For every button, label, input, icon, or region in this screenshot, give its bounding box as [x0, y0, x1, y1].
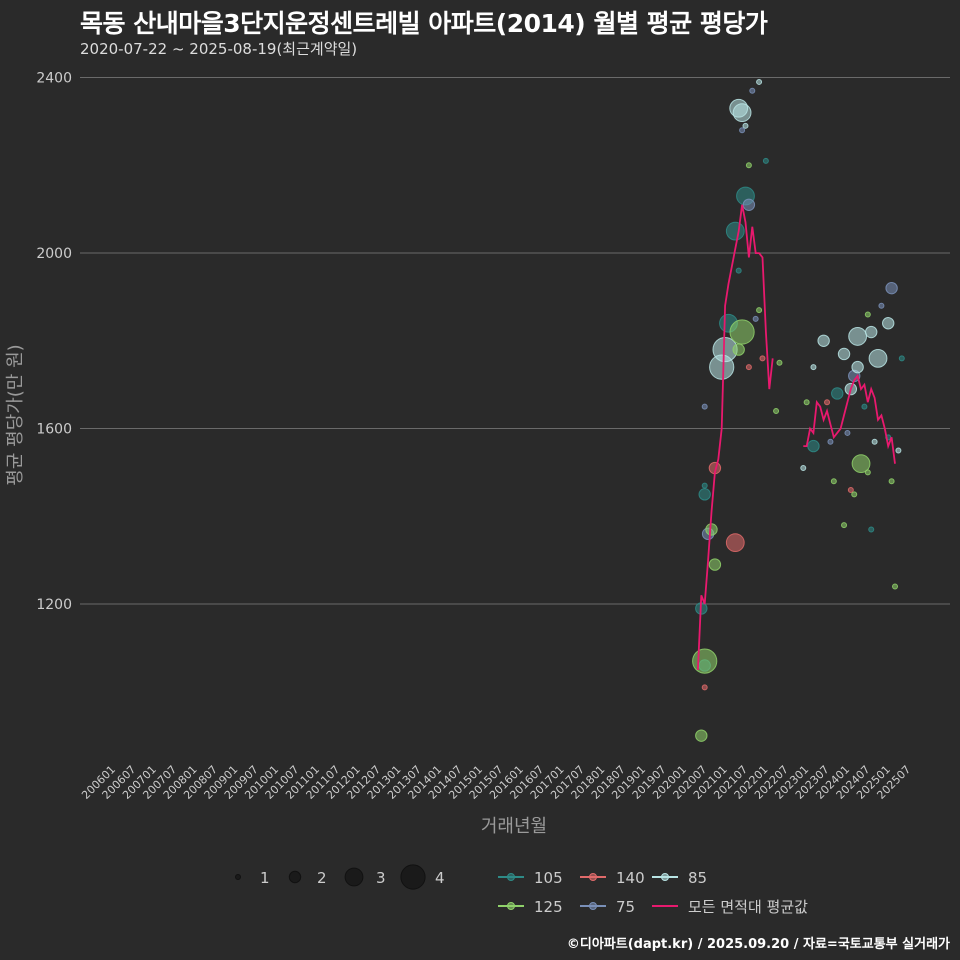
series-legend-label: 125: [534, 898, 563, 916]
data-point: [762, 157, 769, 164]
size-legend-label: 3: [376, 869, 386, 887]
data-point: [705, 523, 718, 536]
data-point: [749, 87, 756, 94]
x-axis-label: 거래년월: [480, 816, 548, 837]
data-point: [865, 325, 878, 339]
chart-subtitle: 2020-07-22 ~ 2025-08-19(최근계약일): [80, 40, 358, 58]
data-point: [851, 454, 871, 474]
data-point: [800, 465, 807, 472]
y-tick-label: 1200: [36, 597, 72, 613]
data-point: [864, 311, 871, 318]
data-point: [851, 360, 864, 374]
data-point: [745, 162, 752, 169]
data-point: [698, 488, 711, 501]
size-legend-key: [288, 870, 302, 884]
data-point: [701, 684, 708, 691]
data-point: [851, 491, 858, 498]
series-legend-label: 모든 면적대 평균값: [688, 898, 808, 916]
data-point: [830, 478, 837, 485]
chart-title: 목동 산내마을3단지운정센트레빌 아파트(2014) 월별 평균 평당가: [80, 9, 768, 38]
data-point: [871, 438, 878, 445]
data-point: [773, 408, 780, 414]
data-point: [878, 302, 885, 309]
series-legend-label: 75: [616, 898, 635, 916]
y-tick-label: 2000: [36, 246, 72, 262]
size-legend-key: [344, 867, 364, 887]
data-point: [725, 533, 745, 553]
series-legend-label: 85: [688, 869, 707, 887]
data-point: [776, 359, 783, 366]
y-tick-label: 2400: [36, 71, 72, 87]
size-legend-key: [235, 874, 241, 880]
data-point: [701, 403, 708, 410]
series-legend-dot: [589, 902, 597, 910]
average-line: [697, 204, 774, 670]
data-point: [864, 469, 871, 476]
data-point: [742, 122, 749, 129]
data-point: [888, 478, 895, 485]
data-point: [732, 343, 745, 356]
average-line: [803, 373, 896, 464]
data-point: [756, 307, 763, 314]
y-tick-label: 1600: [36, 422, 72, 438]
series-legend-dot: [589, 873, 597, 881]
series-legend-dot: [507, 873, 515, 881]
source-caption: ©디아파트(dapt.kr) / 2025.09.20 / 자료=국토교통부 실…: [566, 937, 950, 952]
data-point: [831, 387, 844, 400]
data-point: [895, 447, 902, 454]
size-legend-label: 4: [435, 869, 445, 887]
data-point: [701, 482, 708, 489]
data-point: [892, 583, 899, 590]
series-legend-label: 140: [616, 869, 645, 887]
data-point: [742, 198, 756, 211]
data-point: [729, 319, 755, 345]
data-point: [803, 399, 810, 406]
data-point: [861, 403, 868, 410]
size-legend-label: 1: [260, 869, 270, 887]
data-point: [885, 281, 898, 295]
data-point: [898, 355, 905, 362]
data-point: [735, 267, 742, 274]
data-point: [732, 103, 752, 123]
series-legend-dot: [507, 902, 515, 910]
data-point: [827, 438, 834, 445]
data-point: [868, 526, 875, 533]
data-point: [708, 558, 722, 571]
data-point: [695, 729, 708, 742]
data-point: [882, 317, 895, 330]
data-point: [759, 355, 766, 362]
size-legend-key: [400, 864, 426, 890]
data-point: [817, 334, 830, 347]
series-legend-label: 105: [534, 869, 563, 887]
data-point: [752, 315, 759, 322]
data-point: [847, 486, 854, 493]
size-legend-label: 2: [317, 869, 327, 887]
data-point: [841, 522, 848, 529]
data-point: [824, 399, 831, 406]
data-point: [868, 348, 888, 368]
data-point: [837, 347, 851, 361]
data-point: [848, 327, 868, 346]
data-point: [725, 221, 745, 241]
data-point: [844, 429, 851, 436]
data-point: [810, 364, 817, 371]
data-point: [739, 127, 746, 134]
data-point: [745, 364, 752, 371]
data-point: [756, 78, 763, 85]
series-legend-dot: [661, 873, 669, 881]
data-point: [692, 648, 718, 674]
data-point: [807, 439, 820, 453]
